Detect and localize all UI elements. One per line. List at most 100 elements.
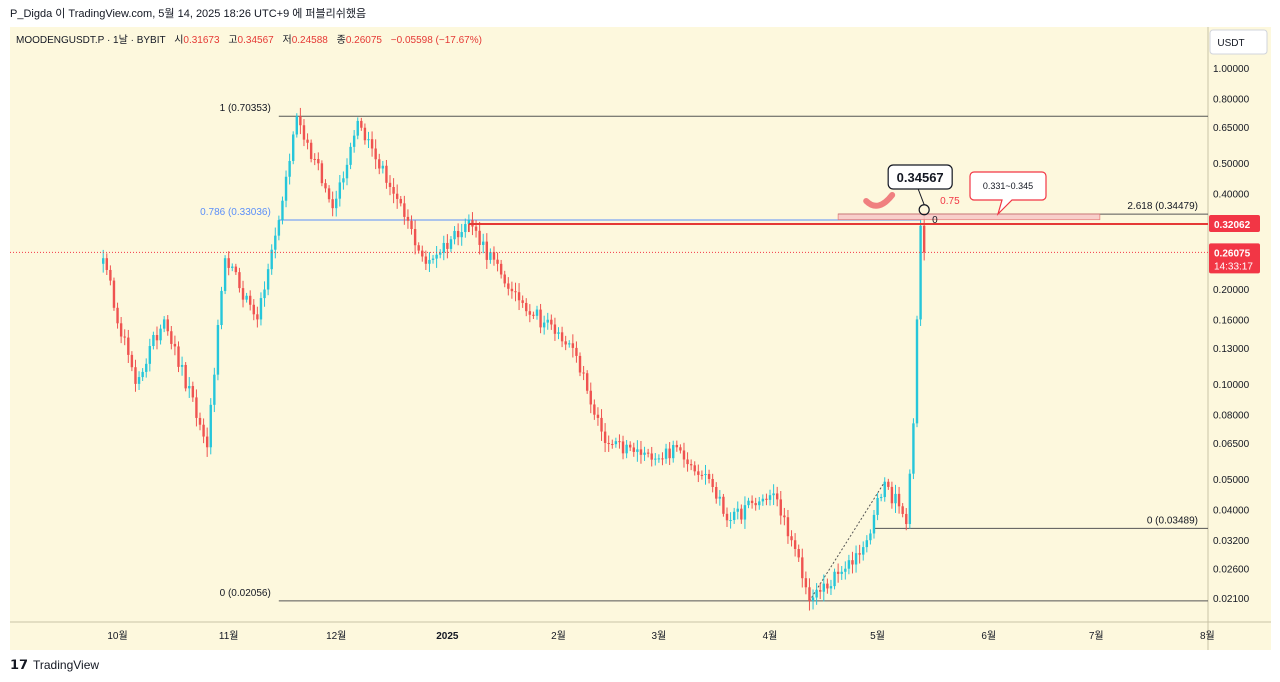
candle-body[interactable]: [564, 341, 567, 345]
candle-body[interactable]: [399, 198, 402, 204]
candle-body[interactable]: [141, 371, 144, 378]
candle-body[interactable]: [170, 331, 173, 344]
candle-body[interactable]: [836, 571, 840, 574]
candle-body[interactable]: [822, 583, 825, 592]
time-axis-area[interactable]: [10, 622, 1271, 650]
candle-body[interactable]: [417, 245, 420, 251]
candle-body[interactable]: [890, 486, 894, 504]
candle-body[interactable]: [507, 283, 510, 289]
candle-body[interactable]: [618, 441, 621, 443]
candle-body[interactable]: [195, 397, 198, 418]
candle-body[interactable]: [464, 224, 467, 233]
candle-body[interactable]: [489, 252, 492, 260]
candle-body[interactable]: [510, 288, 514, 292]
candle-body[interactable]: [381, 165, 385, 169]
candle-body[interactable]: [646, 452, 650, 454]
fib-ext-trend-line[interactable]: [809, 481, 886, 602]
candle-body[interactable]: [539, 309, 542, 328]
candle-body[interactable]: [159, 328, 162, 341]
candle-body[interactable]: [550, 319, 553, 325]
candle-body[interactable]: [248, 295, 252, 305]
price-axis-area[interactable]: [1208, 27, 1271, 622]
candle-body[interactable]: [306, 139, 309, 143]
candle-body[interactable]: [320, 163, 324, 184]
candle-body[interactable]: [449, 239, 453, 249]
candle-body[interactable]: [851, 560, 854, 565]
candle-body[interactable]: [378, 159, 381, 169]
candle-body[interactable]: [732, 511, 736, 521]
candle-body[interactable]: [915, 319, 919, 424]
candle-body[interactable]: [826, 583, 829, 589]
highlight-zone[interactable]: [837, 213, 1101, 221]
candle-body[interactable]: [747, 500, 750, 506]
candle-body[interactable]: [894, 493, 897, 504]
candle-body[interactable]: [327, 188, 331, 200]
candle-body[interactable]: [876, 497, 879, 515]
candle-body[interactable]: [872, 514, 876, 534]
candle-body[interactable]: [410, 220, 413, 230]
candle-body[interactable]: [309, 142, 313, 159]
candle-body[interactable]: [725, 513, 729, 521]
candle-body[interactable]: [295, 116, 298, 135]
candle-body[interactable]: [650, 453, 653, 460]
candle-body[interactable]: [722, 496, 725, 514]
candle-body[interactable]: [234, 266, 238, 273]
candle-body[interactable]: [532, 314, 535, 316]
candle-body[interactable]: [467, 220, 471, 225]
candle-body[interactable]: [697, 471, 700, 475]
candle-body[interactable]: [446, 242, 449, 249]
candle-body[interactable]: [808, 587, 811, 601]
candle-body[interactable]: [585, 373, 589, 391]
candle-body[interactable]: [790, 536, 793, 541]
candle-body[interactable]: [503, 274, 506, 284]
tradingview-logo[interactable]: 𝟭𝟳 TradingView: [10, 657, 99, 672]
candle-body[interactable]: [424, 256, 428, 264]
candle-body[interactable]: [664, 448, 668, 459]
candle-body[interactable]: [116, 307, 119, 324]
candle-body[interactable]: [607, 442, 610, 445]
candle-body[interactable]: [632, 447, 635, 452]
candle-body[interactable]: [335, 198, 338, 209]
candle-body[interactable]: [815, 590, 818, 598]
candle-body[interactable]: [317, 159, 320, 164]
candle-body[interactable]: [482, 241, 485, 245]
candle-body[interactable]: [413, 229, 417, 246]
candle-body[interactable]: [259, 298, 263, 320]
candle-body[interactable]: [191, 386, 195, 398]
candle-body[interactable]: [403, 203, 406, 217]
candle-body[interactable]: [385, 165, 388, 183]
candle-body[interactable]: [560, 332, 564, 342]
candle-body[interactable]: [707, 473, 711, 479]
candle-body[interactable]: [829, 586, 833, 589]
candle-body[interactable]: [102, 258, 105, 264]
candle-body[interactable]: [912, 423, 915, 474]
candle-body[interactable]: [887, 481, 890, 487]
candle-body[interactable]: [198, 417, 202, 425]
candle-body[interactable]: [421, 250, 424, 257]
candle-body[interactable]: [811, 597, 815, 601]
candle-body[interactable]: [478, 230, 481, 245]
candle-body[interactable]: [180, 364, 184, 367]
candle-body[interactable]: [869, 533, 872, 541]
legend-symbol[interactable]: MOODENGUSDT.P · 1날 · BYBIT: [16, 34, 165, 46]
candle-body[interactable]: [804, 578, 808, 588]
candle-body[interactable]: [220, 290, 223, 326]
candle-body[interactable]: [370, 139, 374, 149]
candle-body[interactable]: [758, 501, 761, 506]
candle-body[interactable]: [127, 337, 130, 355]
candle-body[interactable]: [281, 200, 284, 221]
candle-body[interactable]: [374, 148, 377, 160]
candle-body[interactable]: [661, 458, 664, 460]
candle-body[interactable]: [654, 458, 657, 460]
candle-body[interactable]: [173, 343, 177, 347]
candle-body[interactable]: [392, 186, 395, 194]
candle-body[interactable]: [363, 127, 367, 141]
candle-body[interactable]: [266, 269, 270, 290]
candle-body[interactable]: [865, 540, 869, 548]
candle-body[interactable]: [603, 431, 607, 443]
plot-area[interactable]: [10, 27, 1208, 622]
candle-body[interactable]: [517, 292, 521, 301]
candle-body[interactable]: [395, 193, 399, 199]
high-callout-box[interactable]: [887, 164, 953, 190]
candle-body[interactable]: [625, 444, 628, 454]
